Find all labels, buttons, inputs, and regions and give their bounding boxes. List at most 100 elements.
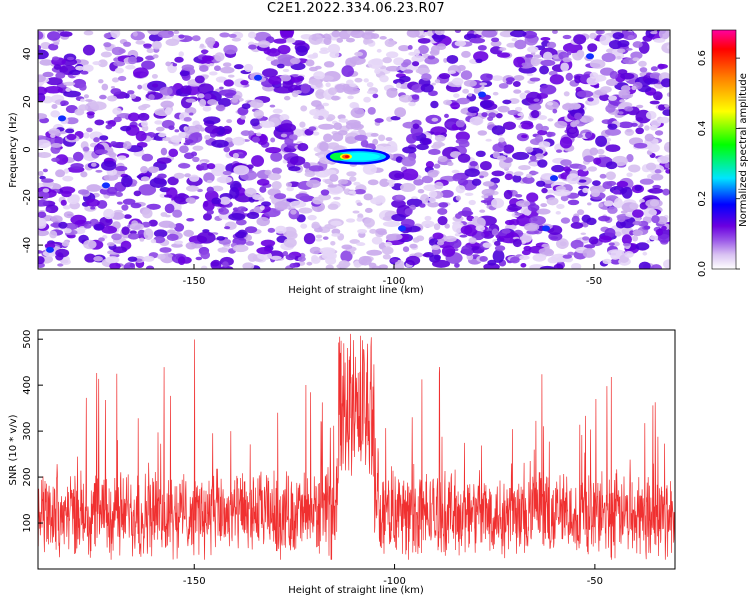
spectrogram-cell: [498, 83, 509, 89]
spectrogram-cell: [574, 112, 583, 120]
spectrogram-cell: [122, 198, 136, 205]
spectrogram-cell: [468, 237, 477, 244]
spectrogram-cell: [346, 171, 357, 177]
spectrogram-cell: [65, 128, 75, 134]
spectrogram-cell: [113, 57, 119, 62]
spectrogram-cell: [643, 225, 651, 230]
spectrogram-cell: [83, 132, 90, 139]
spectrogram-cell: [291, 76, 301, 83]
spectrogram-cell: [105, 256, 120, 264]
spectrogram-y-ticks: -40 -20 0 20 40: [22, 48, 43, 253]
spectrogram-cell: [233, 64, 244, 70]
spectrogram-cell: [521, 122, 534, 130]
spectrogram-cell: [491, 125, 506, 136]
spectrogram-panel: -150 -100 -50 -40 -20 0 20 40 Height of straig…: [8, 29, 671, 296]
spectrogram-cell: [318, 123, 335, 130]
spectrogram-cell: [247, 31, 257, 39]
spectrogram-cell: [621, 234, 632, 245]
spectrogram-cell: [524, 90, 531, 94]
spectrogram-cell: [354, 77, 363, 83]
spectrogram-cell: [354, 134, 368, 141]
spectrogram-cell: [246, 211, 260, 220]
spectrogram-cell: [140, 166, 149, 174]
spectrogram-cell: [451, 77, 464, 86]
spectrogram-cell: [269, 104, 276, 108]
spectrogram-cell: [589, 59, 606, 69]
spectrogram-cell: [644, 78, 659, 85]
spectrogram-cell: [38, 170, 44, 177]
spectrogram-cell: [228, 213, 246, 221]
spectrogram-cell: [604, 227, 616, 238]
spectrogram-cell: [455, 119, 465, 128]
spectrogram-cell: [352, 210, 360, 214]
spectrogram-cell: [219, 196, 231, 205]
spectrogram-cell: [70, 162, 84, 170]
spectrogram-cell: [232, 94, 241, 100]
spectrogram-cell: [501, 228, 511, 234]
spectrogram-cell: [60, 258, 71, 265]
spectrogram-cells: [38, 30, 670, 269]
spectrogram-cell: [329, 174, 339, 182]
spectrogram-cell: [275, 225, 287, 234]
spectrogram-cell: [50, 110, 61, 118]
spectrogram-cell: [395, 194, 405, 200]
spectrogram-cell: [222, 62, 232, 68]
spectrogram-cell: [402, 59, 412, 66]
spectrogram-cell: [294, 130, 302, 137]
spectrogram-cell: [657, 234, 670, 243]
spectrogram-cell: [535, 123, 544, 131]
spectrogram-cell: [55, 248, 70, 258]
spectrogram-cell: [308, 78, 322, 86]
spectrogram-cell: [632, 235, 639, 242]
spectrogram-cell: [216, 176, 233, 184]
spectrogram-cell: [276, 63, 285, 69]
spectrogram-cell: [117, 75, 127, 82]
snr-y-tick-label: 300: [22, 422, 33, 441]
spectrogram-cell: [433, 163, 441, 169]
spectrogram-cell: [457, 178, 469, 186]
spectrogram-cell: [593, 157, 602, 165]
spectrogram-cell: [502, 99, 512, 105]
spectrogram-cell: [38, 92, 46, 103]
spectrogram-cell: [571, 215, 580, 224]
spectrogram-cell: [140, 176, 150, 182]
spectrogram-cell: [60, 199, 67, 206]
spectrogram-cell: [491, 37, 500, 43]
spectrogram-cell: [65, 87, 71, 92]
spectrogram-cell: [127, 233, 140, 240]
spectrogram-cell: [412, 123, 420, 130]
spectrogram-cell: [367, 58, 383, 69]
spectrogram-cell: [174, 56, 184, 63]
spectrogram-cell: [513, 171, 524, 177]
spectrogram-cell: [386, 179, 396, 184]
spectrogram-cell: [149, 177, 167, 188]
spectrogram-cell: [295, 45, 308, 57]
spectrogram-cell: [391, 213, 406, 222]
spectrogram-cell: [322, 102, 330, 107]
spectrogram-cell: [578, 164, 587, 170]
spectrogram-cell: [80, 171, 88, 178]
spectrogram-cell: [145, 55, 155, 61]
spectrogram-cell: [438, 202, 449, 208]
spectrogram-cell: [164, 107, 172, 116]
spectrogram-cell: [455, 138, 469, 145]
spectrogram-cell: [313, 71, 325, 80]
spectrogram-cell: [277, 44, 291, 55]
spectrogram-cell: [427, 55, 436, 60]
spectrogram-cell: [318, 49, 330, 55]
spectrogram-cell: [563, 166, 571, 172]
spectrogram-cell: [432, 232, 444, 240]
spectrogram-cell: [166, 229, 176, 234]
spectrogram-cell: [418, 45, 429, 55]
spectrogram-cell: [63, 81, 76, 86]
spectrogram-cell: [299, 121, 306, 128]
spectrogram-cell: [133, 151, 145, 157]
spectrogram-cell: [372, 138, 379, 146]
spectrogram-cell: [232, 136, 246, 146]
spectrogram-cell: [53, 64, 62, 70]
spectrogram-cell: [214, 52, 225, 62]
spectrogram-cell: [137, 112, 150, 121]
spectrogram-cell: [454, 40, 467, 47]
spectrogram-cell: [631, 122, 638, 127]
